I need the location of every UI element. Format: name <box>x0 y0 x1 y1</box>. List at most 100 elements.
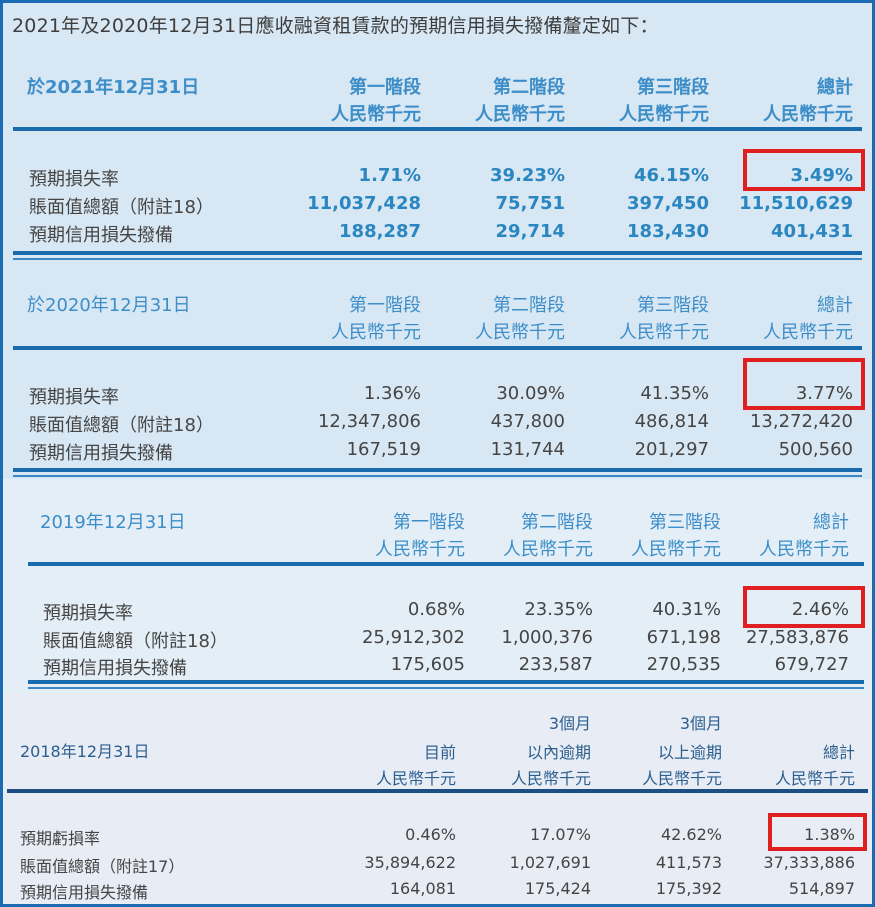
cell: 0.46% <box>405 825 456 844</box>
cell: 131,744 <box>490 439 565 460</box>
currency-label: 人民幣千元 <box>331 322 421 343</box>
row-label: 預期損失率 <box>29 387 119 408</box>
currency-label: 人民幣千元 <box>619 322 709 343</box>
cell: 46.15% <box>634 165 709 186</box>
currency-label: 人民幣千元 <box>619 104 709 125</box>
divider <box>13 475 862 477</box>
row-label: 賬面值總額（附註18） <box>29 197 214 218</box>
intro-text: 2021年及2020年12月31日應收融資租賃款的預期信用損失撥備釐定如下： <box>12 15 659 37</box>
row-label: 賬面值總額（附註18） <box>29 415 214 436</box>
cell-highlighted: 3.49% <box>790 165 853 186</box>
col-header: 第三階段 <box>637 295 709 316</box>
cell: 514,897 <box>788 879 855 898</box>
cell: 41.35% <box>640 383 709 404</box>
cell: 397,450 <box>627 193 709 214</box>
currency-label: 人民幣千元 <box>763 322 853 343</box>
cell: 39.23% <box>490 165 565 186</box>
cell: 164,081 <box>389 879 456 898</box>
col-header: 第一階段 <box>349 295 421 316</box>
cell: 27,583,876 <box>745 627 849 648</box>
col-header: 第二階段 <box>493 77 565 98</box>
cell-highlighted: 1.38% <box>804 825 855 844</box>
cell: 29,714 <box>495 221 565 242</box>
currency-label: 人民幣千元 <box>475 322 565 343</box>
cell: 25,912,302 <box>361 627 465 648</box>
currency-label: 人民幣千元 <box>475 104 565 125</box>
highlight-box <box>743 149 865 191</box>
currency-label: 人民幣千元 <box>774 769 855 788</box>
cell-highlighted: 3.77% <box>795 383 853 404</box>
cell: 13,272,420 <box>749 411 853 432</box>
cell: 11,037,428 <box>307 193 421 214</box>
col-header: 第一階段 <box>349 77 421 98</box>
row-label: 賬面值總額（附註18） <box>43 631 228 652</box>
cell: 233,587 <box>518 654 593 675</box>
col-header: 總計 <box>813 512 849 533</box>
highlight-box <box>743 586 865 628</box>
cell: 1,027,691 <box>509 853 591 872</box>
cell: 188,287 <box>339 221 421 242</box>
cell: 183,430 <box>627 221 709 242</box>
section-date: 2018年12月31日 <box>20 742 150 761</box>
col-header: 以內逾期 <box>526 743 591 762</box>
cell: 437,800 <box>490 411 565 432</box>
highlight-box <box>768 813 867 851</box>
col-header-line1: 3個月 <box>679 714 722 733</box>
cell: 75,751 <box>495 193 565 214</box>
cell: 167,519 <box>346 439 421 460</box>
col-header: 總計 <box>817 77 853 98</box>
cell: 23.35% <box>524 599 593 620</box>
col-header: 第一階段 <box>393 512 465 533</box>
currency-label: 人民幣千元 <box>759 539 849 560</box>
highlight-box <box>743 358 865 410</box>
divider <box>13 251 862 255</box>
cell: 42.62% <box>660 825 722 844</box>
divider <box>13 258 862 260</box>
col-header: 第二階段 <box>493 295 565 316</box>
cell: 175,424 <box>524 879 591 898</box>
row-label: 賬面值總額（附註17） <box>20 857 185 876</box>
col-header: 第三階段 <box>649 512 721 533</box>
cell: 679,727 <box>774 654 849 675</box>
divider <box>28 687 864 689</box>
currency-label: 人民幣千元 <box>641 769 722 788</box>
cell: 201,297 <box>634 439 709 460</box>
cell: 1.71% <box>358 165 421 186</box>
cell: 486,814 <box>634 411 709 432</box>
currency-label: 人民幣千元 <box>510 769 591 788</box>
row-label: 預期信用損失撥備 <box>20 883 149 902</box>
cell: 270,535 <box>646 654 721 675</box>
cell: 11,510,629 <box>739 193 853 214</box>
cell: 0.68% <box>407 599 465 620</box>
row-label: 預期信用損失撥備 <box>43 658 187 679</box>
cell: 17.07% <box>529 825 591 844</box>
cell: 35,894,622 <box>364 853 456 872</box>
divider <box>13 346 862 350</box>
currency-label: 人民幣千元 <box>375 539 465 560</box>
currency-label: 人民幣千元 <box>503 539 593 560</box>
currency-label: 人民幣千元 <box>331 104 421 125</box>
divider <box>28 680 864 684</box>
col-header: 第三階段 <box>637 77 709 98</box>
row-label: 預期信用損失撥備 <box>29 225 173 246</box>
divider <box>13 127 862 131</box>
row-label: 預期信用損失撥備 <box>29 443 173 464</box>
col-header: 總計 <box>822 743 855 762</box>
cell: 411,573 <box>655 853 722 872</box>
currency-label: 人民幣千元 <box>375 769 456 788</box>
section-2021: 於2021年12月31日 第一階段 第二階段 第三階段 總計 人民幣千元 人民幣… <box>3 3 872 260</box>
section-date: 2019年12月31日 <box>40 512 186 533</box>
cell: 175,605 <box>390 654 465 675</box>
row-label: 預期虧損率 <box>20 829 101 848</box>
cell: 175,392 <box>655 879 722 898</box>
col-header-line1: 3個月 <box>548 714 591 733</box>
cell-highlighted: 2.46% <box>791 599 849 620</box>
col-header: 目前 <box>423 743 456 762</box>
col-header: 總計 <box>817 295 853 316</box>
cell: 12,347,806 <box>317 411 421 432</box>
cell: 1,000,376 <box>501 627 593 648</box>
divider <box>7 789 868 793</box>
cell: 37,333,886 <box>763 853 855 872</box>
cell: 500,560 <box>778 439 853 460</box>
